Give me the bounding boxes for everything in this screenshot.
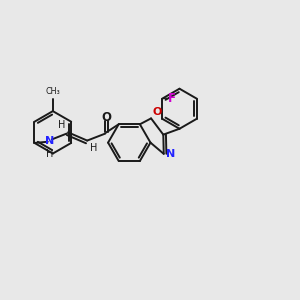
- Text: H: H: [90, 143, 97, 153]
- Text: O: O: [101, 111, 111, 124]
- Text: H: H: [58, 120, 65, 130]
- Text: N: N: [166, 149, 175, 159]
- Text: CH₃: CH₃: [46, 87, 60, 96]
- Text: F: F: [167, 92, 175, 105]
- Text: O: O: [152, 106, 162, 117]
- Text: N: N: [45, 136, 54, 146]
- Text: H: H: [46, 149, 53, 159]
